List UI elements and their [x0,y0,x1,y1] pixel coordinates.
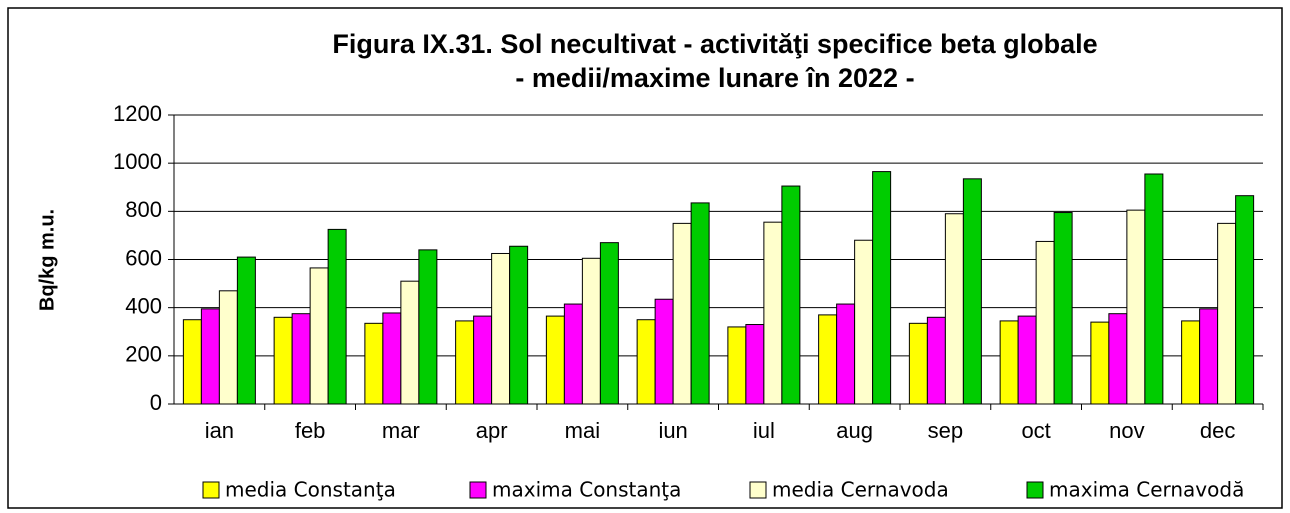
bar [364,322,384,405]
legend-swatch [202,481,220,499]
bar [1181,320,1201,405]
x-tick-label: sep [928,418,963,443]
legend-label: media Cernavoda [772,478,949,502]
bar [672,222,692,405]
bar [218,290,238,405]
bar [999,320,1019,405]
bar [509,245,529,405]
legend-label: maxima Constanţa [492,478,681,502]
bar [291,313,311,405]
y-tick-label: 1000 [113,149,162,174]
bar [309,267,329,405]
legend-label: maxima Cernavodă [1049,478,1244,502]
x-tick-label: iul [753,418,775,443]
bar [1126,209,1146,405]
bar [545,315,565,405]
y-tick-label: 200 [125,342,162,367]
legend-swatch [469,481,487,499]
bar [745,324,765,405]
bar [182,319,202,405]
bar [491,252,511,405]
y-axis-label: Bq/kg m.u. [36,209,58,311]
bar [926,316,946,405]
bar [455,320,475,405]
bar [418,249,438,405]
bar [1199,308,1219,405]
x-tick-label: nov [1109,418,1144,443]
bar [382,312,402,405]
x-tick-label: aug [836,418,873,443]
bar [581,257,601,405]
bar [1144,173,1164,405]
x-tick-label: iun [658,418,687,443]
bar [636,319,656,405]
bar [908,322,928,405]
bar [654,298,674,405]
y-tick-label: 800 [125,197,162,222]
bar [1108,313,1128,405]
bar [763,221,783,405]
bar [1035,240,1055,405]
bar [854,239,874,405]
bar [872,171,892,405]
x-tick-label: mar [382,418,420,443]
x-tick-label: feb [295,418,326,443]
bar [944,213,964,405]
x-tick-label: ian [205,418,234,443]
bar [727,326,747,405]
y-tick-label: 1200 [113,101,162,126]
bar [1090,321,1110,405]
bar [781,185,801,405]
y-tick-label: 0 [150,390,162,415]
x-tick-label: mai [565,418,600,443]
bar [563,303,583,405]
y-tick-label: 600 [125,245,162,270]
y-tick-label: 400 [125,293,162,318]
bar [473,315,493,405]
bar [818,314,838,405]
legend-swatch [1026,481,1044,499]
chart-title: - medii/maxime lunare în 2022 - [515,63,914,93]
bar [1053,212,1073,405]
bar [1235,195,1255,405]
bar [599,242,619,405]
bar [236,256,256,405]
legend-label: media Constanţa [225,478,396,502]
bar [962,178,982,405]
bar [690,202,710,405]
x-tick-label: apr [476,418,508,443]
chart-title: Figura IX.31. Sol necultivat - activităţ… [332,29,1097,59]
bar [200,308,220,405]
bar [400,280,420,405]
x-tick-label: oct [1021,418,1050,443]
legend-swatch [749,481,767,499]
bar [1217,222,1237,405]
bar [273,316,293,405]
bar [1017,315,1037,405]
bar [327,228,347,405]
x-tick-label: dec [1200,418,1235,443]
bar [836,303,856,405]
